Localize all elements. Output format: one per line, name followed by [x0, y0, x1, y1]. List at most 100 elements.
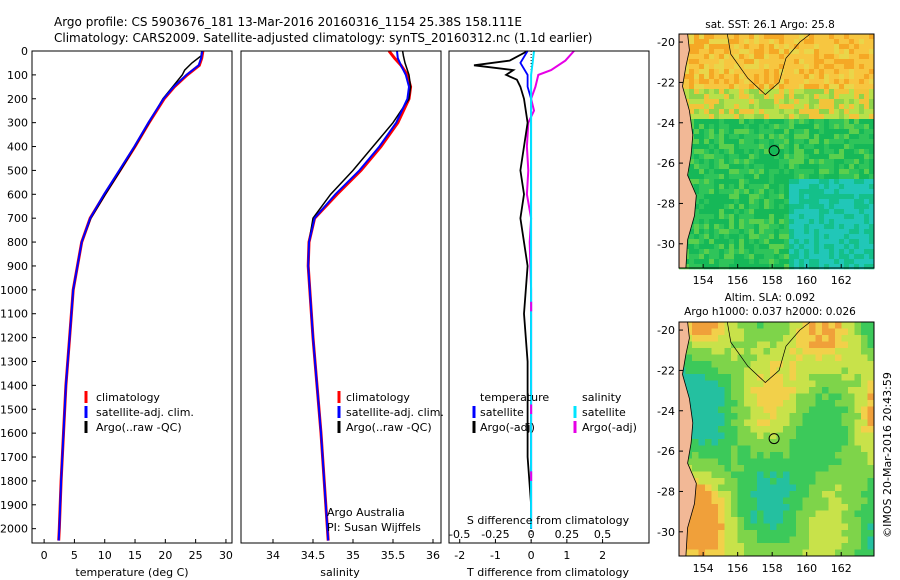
map-cell: [739, 109, 745, 115]
map-cell: [714, 199, 720, 205]
map-cell: [763, 510, 771, 518]
header-line2: Climatology: CARS2009. Satellite-adjuste…: [54, 31, 592, 45]
map-cell: [834, 254, 840, 260]
map-cell: [704, 209, 710, 215]
map-cell: [749, 164, 755, 170]
map-cell: [764, 264, 770, 270]
map-cell: [854, 426, 862, 433]
map-cell: [774, 104, 780, 110]
map-cell: [804, 199, 810, 205]
map-cell: [824, 189, 830, 195]
map-cell: [724, 497, 732, 505]
map-cell: [731, 497, 738, 505]
map-cell: [828, 387, 836, 394]
map-cell: [705, 530, 712, 537]
map-cell: [789, 465, 797, 472]
map-cell: [809, 164, 815, 170]
map-cell: [844, 164, 850, 170]
map-cell: [848, 510, 855, 518]
map-cell: [815, 523, 823, 531]
map-cell: [734, 184, 740, 190]
map-cell: [819, 99, 825, 105]
map-cell: [839, 239, 845, 245]
map-cell: [699, 214, 705, 220]
map-cell: [849, 254, 855, 260]
map-cell: [844, 119, 850, 125]
map-cell: [828, 491, 836, 498]
map-cell: [854, 34, 860, 40]
map-cell: [737, 374, 745, 381]
map-cell: [867, 497, 875, 505]
map-cell: [824, 234, 830, 240]
map-cell: [859, 224, 865, 230]
map-cell: [694, 234, 700, 240]
map-cell: [759, 124, 765, 130]
map-cell: [724, 154, 730, 160]
temperature-axes-frame: [31, 50, 233, 544]
map-cell: [804, 239, 810, 245]
map-cell: [859, 69, 865, 75]
map-cell: [754, 174, 760, 180]
australia-land: [678, 321, 697, 557]
map-cell: [861, 517, 868, 524]
map-cell: [828, 426, 836, 433]
map-cell: [759, 254, 765, 260]
map-cell: [731, 413, 738, 420]
map-cell: [709, 79, 715, 85]
map-cell: [834, 94, 840, 100]
map-cell: [694, 189, 700, 195]
map-cell: [709, 99, 715, 105]
map-cell: [802, 393, 810, 401]
map-cell: [757, 354, 764, 362]
map-cell: [769, 149, 775, 155]
map-cell: [854, 84, 860, 90]
map-cell: [684, 69, 690, 75]
map-cell: [750, 465, 758, 472]
map-cell: [796, 380, 803, 388]
map-cell: [819, 154, 825, 160]
map-cell: [724, 419, 732, 427]
map-cell: [869, 209, 875, 215]
map-cell: [779, 244, 785, 250]
map-cell: [705, 367, 712, 375]
map-cell: [854, 530, 862, 537]
map-cell: [815, 504, 823, 511]
map-cell: [859, 239, 865, 245]
map-cell: [809, 478, 816, 485]
map-cell: [714, 79, 720, 85]
map-cell: [754, 89, 760, 95]
map-cell: [774, 209, 780, 215]
map-cell: [704, 224, 710, 230]
map-cell: [724, 244, 730, 250]
map-cell: [731, 458, 738, 466]
map-cell: [744, 465, 751, 472]
map-cell: [844, 154, 850, 160]
map-cell: [709, 209, 715, 215]
map-cell: [689, 229, 695, 235]
map-cell: [829, 219, 835, 225]
map-cell: [763, 354, 771, 362]
map-cell: [864, 59, 870, 65]
map-cell: [739, 139, 745, 145]
map-cell: [819, 174, 825, 180]
map-cell: [854, 109, 860, 115]
map-cell: [824, 119, 830, 125]
map-cell: [824, 124, 830, 130]
map-cell: [763, 413, 771, 420]
map-cell: [729, 209, 735, 215]
map-cell: [864, 99, 870, 105]
map-cell: [719, 74, 725, 80]
imos-credit: ©IMOS 20-Mar-2016 20:43:59: [881, 372, 894, 538]
map-cell: [724, 119, 730, 125]
map-cell: [759, 179, 765, 185]
map-cell: [731, 465, 738, 472]
map-cell: [783, 426, 790, 433]
map-cell: [834, 109, 840, 115]
map-cell: [763, 497, 771, 505]
map-cell: [724, 510, 732, 518]
map-cell: [694, 229, 700, 235]
map-cell: [815, 491, 823, 498]
map-cell: [764, 239, 770, 245]
map-cell: [839, 79, 845, 85]
map-cell: [829, 264, 835, 270]
